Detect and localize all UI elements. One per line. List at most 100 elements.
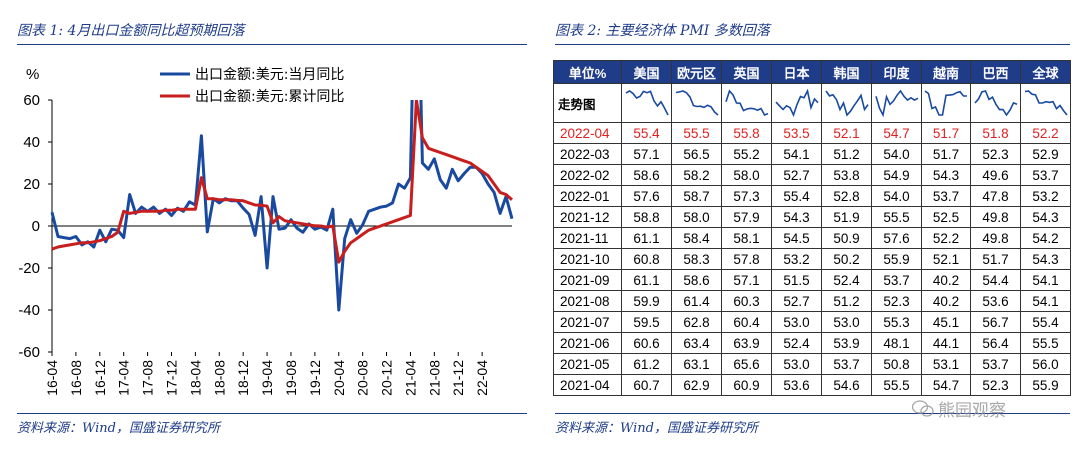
- wechat-icon: [912, 399, 934, 417]
- table-cell: 59.5: [621, 311, 672, 333]
- table-cell: 52.7: [771, 164, 822, 186]
- sparkline: [774, 88, 819, 118]
- table-cell: 57.1: [621, 143, 672, 165]
- chart-source: 资料来源：Wind，国盛证券研究所: [17, 421, 220, 436]
- table-cell: 55.5: [1020, 332, 1071, 354]
- table-cell: 49.6: [970, 164, 1021, 186]
- row-date: 2021-05: [553, 353, 622, 375]
- table-row: 2022-04 55.4 55.5 55.8 53.5 52.1 54.7 51.7 51.8 5…: [553, 122, 1071, 144]
- table-cell: 63.1: [671, 353, 722, 375]
- y-tick-label: -40: [18, 302, 40, 319]
- table-source: 资料来源：Wind，国盛证券研究所: [555, 421, 758, 436]
- table-cell: 53.7: [871, 269, 922, 291]
- table-cell: 57.1: [721, 269, 772, 291]
- table-cell: 53.5: [771, 122, 822, 144]
- table-cell: 55.9: [871, 248, 922, 270]
- table-cell: 52.2: [921, 227, 971, 249]
- y-axis-label: %: [26, 66, 39, 83]
- table-cell: 61.4: [671, 290, 722, 312]
- x-tick-label: 19-12: [307, 360, 323, 396]
- table-cell: 60.8: [621, 248, 672, 270]
- table-cell: 51.5: [771, 269, 822, 291]
- x-tick-label: 19-04: [259, 360, 275, 396]
- table-cell: 55.8: [721, 122, 772, 144]
- table-cell: 56.7: [970, 311, 1021, 333]
- table-cell: 54.3: [921, 164, 971, 186]
- x-tick-label: 19-08: [283, 360, 299, 396]
- table-cell: 45.1: [921, 311, 971, 333]
- header-country: 欧元区: [671, 60, 722, 84]
- chart-title: 图表 1: 4月出口金额同比超预期回落: [17, 23, 245, 39]
- table-cell: 40.2: [921, 290, 971, 312]
- sparkline: [675, 90, 719, 116]
- table-cell: 55.9: [1020, 374, 1071, 396]
- table-cell: 57.3: [721, 185, 772, 207]
- table-cell: 50.2: [821, 248, 872, 270]
- table-cell: 58.6: [671, 269, 722, 291]
- table-cell: 65.6: [721, 353, 772, 375]
- table-cell: 57.6: [621, 185, 672, 207]
- sparkline: [625, 90, 669, 116]
- x-tick-label: 17-04: [116, 360, 132, 396]
- sparkline: [973, 90, 1017, 117]
- table-cell: 44.1: [921, 332, 971, 354]
- table-header-row: 单位% 美国 欧元区 英国 日本 韩国 印度 越南 巴西 全球: [553, 60, 1071, 84]
- x-tick-label: 21-04: [402, 360, 418, 396]
- x-tick-label: 21-12: [450, 360, 466, 396]
- header-country: 全球: [1020, 60, 1071, 84]
- table-cell: 62.8: [671, 311, 722, 333]
- table-cell: 55.4: [621, 122, 672, 144]
- pmi-table: 单位% 美国 欧元区 英国 日本 韩国 印度 越南 巴西 全球 走势图 2022-04 55.4 55.…: [553, 60, 1071, 396]
- table-cell: 55.5: [871, 374, 922, 396]
- header-country: 越南: [921, 60, 971, 84]
- row-date: 2021-07: [553, 311, 622, 333]
- table-cell: 53.1: [921, 353, 971, 375]
- table-cell: 53.0: [771, 353, 822, 375]
- table-cell: 55.5: [871, 206, 922, 228]
- table-cell: 49.8: [970, 206, 1021, 228]
- row-date: 2021-10: [553, 248, 622, 270]
- table-row: 2022-03 57.1 56.5 55.2 54.1 51.2 54.0 51.7 52.3 5…: [553, 143, 1071, 165]
- table-cell: 50.9: [821, 227, 872, 249]
- table-cell: 52.5: [921, 206, 971, 228]
- table-row: 2022-02 58.6 58.2 58.0 52.7 53.8 54.9 54.3 49.6 5…: [553, 164, 1071, 186]
- x-tick-label: 21-08: [426, 360, 442, 396]
- header-country: 美国: [621, 60, 672, 84]
- table-cell: 52.9: [1020, 143, 1071, 165]
- table-cell: 61.1: [621, 227, 672, 249]
- table-cell: 60.4: [721, 311, 772, 333]
- x-tick-label: 17-12: [163, 360, 179, 396]
- trend-row: 走势图: [553, 83, 1071, 123]
- table-cell: 55.5: [671, 122, 722, 144]
- table-cell: 53.6: [771, 374, 822, 396]
- watermark: 熊园观察: [912, 396, 1006, 421]
- table-cell: 54.7: [871, 122, 922, 144]
- table-cell: 54.2: [1020, 227, 1071, 249]
- table-row: 2021-12 58.8 58.0 57.9 54.3 51.9 55.5 52.5 49.8 5…: [553, 206, 1071, 228]
- sparkline: [1024, 90, 1068, 116]
- table-row: 2021-07 59.5 62.8 60.4 53.0 53.0 55.3 45.1 56.7 5…: [553, 311, 1071, 333]
- table-cell: 58.1: [721, 227, 772, 249]
- watermark-text: 熊园观察: [938, 401, 1006, 421]
- table-cell: 51.2: [821, 290, 872, 312]
- table-cell: 51.8: [970, 122, 1021, 144]
- x-tick-label: 18-08: [211, 360, 227, 396]
- row-date: 2021-09: [553, 269, 622, 291]
- row-date: 2022-01: [553, 185, 622, 207]
- table-cell: 52.3: [970, 143, 1021, 165]
- table-row: 2021-06 60.6 63.4 63.9 52.4 53.9 48.1 44.1 56.4 5…: [553, 332, 1071, 354]
- table-cell: 57.6: [871, 227, 922, 249]
- header-country: 巴西: [970, 60, 1021, 84]
- legend-label: 出口金额:美元:累计同比: [195, 89, 344, 105]
- table-cell: 55.3: [871, 311, 922, 333]
- table-cell: 60.3: [721, 290, 772, 312]
- y-tick-label: -60: [18, 344, 40, 361]
- table-cell: 55.4: [771, 185, 822, 207]
- table-cell: 63.9: [721, 332, 772, 354]
- table-cell: 63.4: [671, 332, 722, 354]
- table-cell: 54.0: [871, 143, 922, 165]
- x-tick-label: 22-04: [474, 360, 490, 396]
- table-row: 2022-01 57.6 58.7 57.3 55.4 52.8 54.0 53.7 47.8 5…: [553, 185, 1071, 207]
- header-country: 日本: [771, 60, 822, 84]
